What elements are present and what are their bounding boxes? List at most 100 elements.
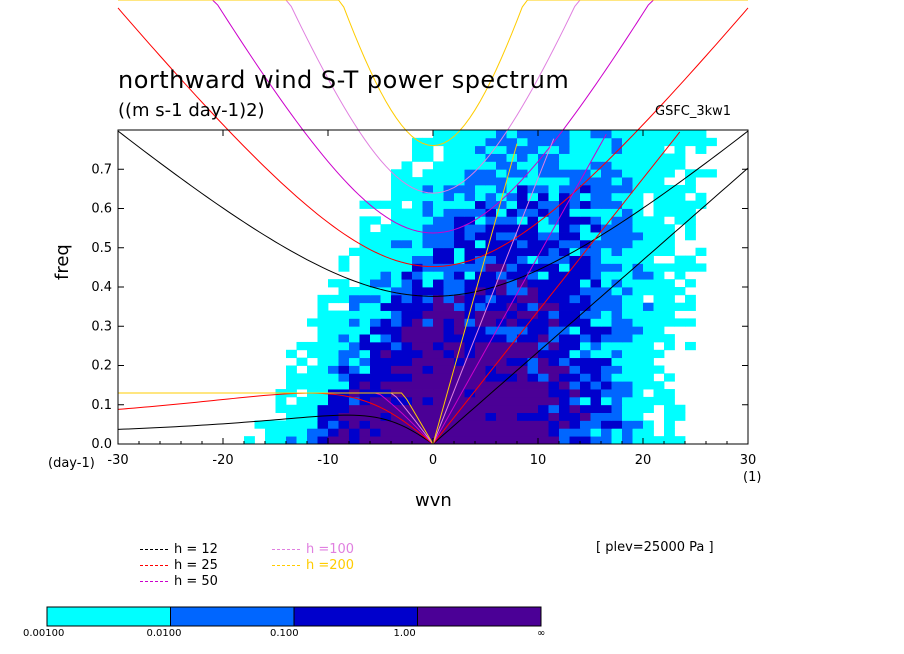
power-cell xyxy=(653,334,665,343)
power-cell xyxy=(580,294,591,304)
rossby-curve xyxy=(117,414,434,445)
power-cell xyxy=(590,412,602,421)
power-cell xyxy=(475,169,486,178)
power-cell xyxy=(506,381,518,390)
power-cell xyxy=(548,302,560,311)
power-cell xyxy=(559,302,570,311)
x-tick-label: 20 xyxy=(635,453,652,468)
power-cell xyxy=(422,177,434,186)
power-cell xyxy=(433,137,444,147)
power-cell xyxy=(653,381,665,390)
power-cell xyxy=(475,239,486,249)
power-cell xyxy=(454,389,465,398)
power-cell xyxy=(559,145,570,154)
power-cell xyxy=(391,341,402,351)
power-cell xyxy=(548,145,560,154)
power-cell xyxy=(590,310,602,319)
power-cell xyxy=(664,232,675,241)
power-cell xyxy=(454,137,465,147)
power-cell xyxy=(559,310,570,319)
power-cell xyxy=(412,334,423,343)
power-cell xyxy=(538,208,549,217)
power-cell xyxy=(454,436,465,445)
power-cell xyxy=(538,294,549,304)
power-cell xyxy=(622,287,633,296)
power-cell xyxy=(643,184,654,194)
legend-item: h = 50 xyxy=(140,574,218,589)
power-cell xyxy=(328,294,339,304)
power-cell xyxy=(569,341,581,351)
power-cell xyxy=(349,334,360,343)
power-cell xyxy=(548,130,560,139)
power-cell xyxy=(653,396,665,406)
power-cell xyxy=(611,239,623,249)
power-cell xyxy=(622,184,633,194)
power-cell xyxy=(496,294,507,304)
legend-label: h = 25 xyxy=(174,558,218,573)
power-cell xyxy=(590,428,602,437)
power-cell xyxy=(548,232,560,241)
power-cell xyxy=(338,420,350,429)
power-cell xyxy=(559,263,570,272)
power-cell xyxy=(611,169,623,178)
power-cell xyxy=(265,420,276,429)
colorbar-tick-label: 1.00 xyxy=(393,628,416,639)
power-cell xyxy=(454,412,465,421)
power-cell xyxy=(496,271,507,280)
power-cell xyxy=(653,310,665,319)
power-cell xyxy=(296,373,308,382)
power-cell xyxy=(580,200,591,209)
power-cell xyxy=(496,279,507,288)
power-cell xyxy=(685,169,696,178)
power-cell xyxy=(548,192,560,202)
power-cell xyxy=(349,302,360,311)
power-cell xyxy=(559,341,570,351)
power-cell xyxy=(527,224,539,233)
power-cell xyxy=(674,208,686,217)
power-cell xyxy=(380,247,392,256)
power-cell xyxy=(643,287,654,296)
power-cell xyxy=(622,137,633,147)
power-cell xyxy=(433,365,444,374)
power-cell xyxy=(611,184,623,194)
power-cell xyxy=(401,184,413,194)
power-cell xyxy=(590,130,602,139)
gravity-curve xyxy=(117,7,749,268)
power-cell xyxy=(317,396,329,406)
power-cell xyxy=(496,184,507,194)
power-cell xyxy=(349,412,360,421)
power-cell xyxy=(601,192,612,202)
power-cell xyxy=(317,341,329,351)
power-cell xyxy=(527,357,539,366)
power-cell xyxy=(317,302,329,311)
power-cell xyxy=(475,145,486,154)
power-cell xyxy=(454,310,465,319)
power-cell xyxy=(653,271,665,280)
power-cell xyxy=(485,255,497,264)
power-cell xyxy=(433,184,444,194)
power-cell xyxy=(653,216,665,225)
power-cell xyxy=(485,145,497,154)
power-cell xyxy=(506,130,518,139)
power-cell xyxy=(527,208,539,217)
power-cell xyxy=(559,216,570,225)
power-cell xyxy=(496,334,507,343)
power-cell xyxy=(664,389,675,398)
power-cell xyxy=(496,326,507,335)
power-cell xyxy=(412,357,423,366)
power-cell xyxy=(622,389,633,398)
power-cell xyxy=(286,412,297,421)
power-cell xyxy=(391,279,402,288)
power-cell xyxy=(338,381,350,390)
power-cell xyxy=(685,200,696,209)
power-cell xyxy=(464,404,476,413)
kelvin-curve xyxy=(432,133,607,445)
power-cell xyxy=(548,279,560,288)
power-cell xyxy=(685,302,696,311)
power-cell xyxy=(401,420,413,429)
power-cell xyxy=(527,169,539,178)
power-cell xyxy=(695,137,707,147)
power-cell xyxy=(485,208,497,217)
power-cell xyxy=(527,294,539,304)
power-cell xyxy=(506,271,518,280)
